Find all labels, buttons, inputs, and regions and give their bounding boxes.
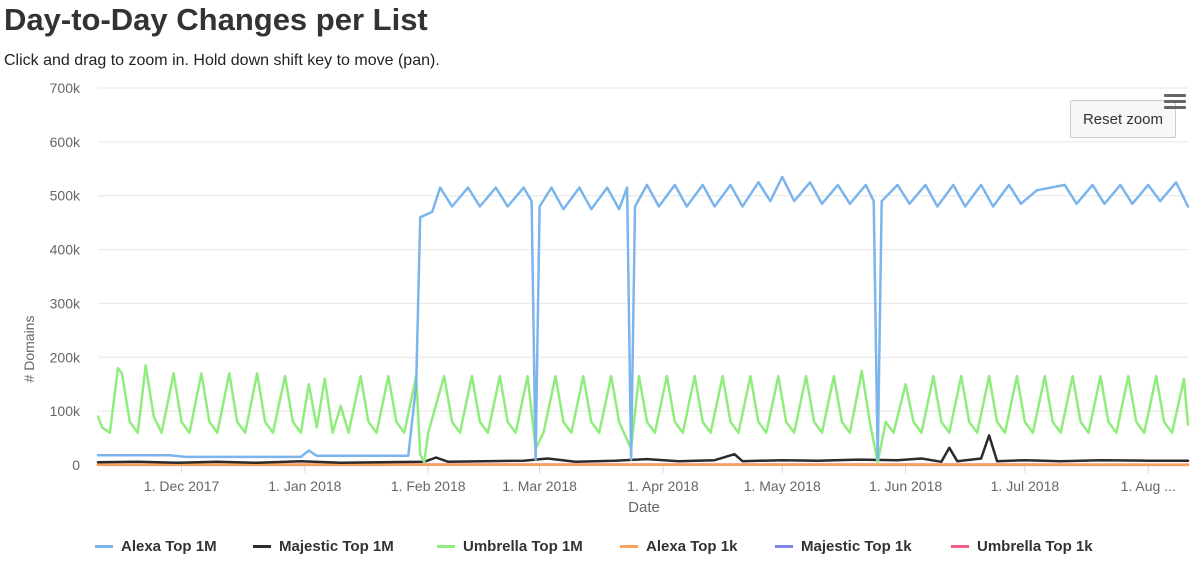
x-axis-label: Date: [628, 499, 660, 516]
x-tick-label: 1. Jul 2018: [991, 478, 1060, 494]
reset-zoom-button[interactable]: Reset zoom: [1070, 100, 1176, 138]
x-tick-label: 1. Feb 2018: [391, 478, 466, 494]
legend-item[interactable]: Umbrella Top 1k: [951, 538, 1093, 555]
hamburger-menu-icon[interactable]: [1164, 94, 1186, 112]
legend-label: Alexa Top 1M: [121, 538, 217, 555]
y-tick-label: 200k: [50, 349, 81, 365]
legend-item[interactable]: Umbrella Top 1M: [437, 538, 583, 555]
legend-swatch: [437, 545, 455, 548]
x-axis: 1. Dec 2017 1. Jan 2018 1. Feb 2018 1. Mar …: [98, 464, 1188, 494]
series-lines: [96, 175, 1190, 467]
y-axis-ticks: 0 100k 200k 300k 400k 500k 600k 700k: [50, 80, 81, 473]
series-line-alexa-top-1m[interactable]: [96, 175, 1190, 461]
legend-swatch: [620, 545, 638, 548]
series-line-majestic-top-1m[interactable]: [96, 434, 1190, 465]
y-tick-label: 400k: [50, 242, 81, 258]
line-chart[interactable]: 0 100k 200k 300k 400k 500k 600k 700k 1. Dec 201…: [0, 72, 1200, 522]
menu-bar: [1164, 106, 1186, 109]
x-tick-label: 1. Jun 2018: [869, 478, 942, 494]
x-tick-label: 1. Jan 2018: [268, 478, 341, 494]
legend-swatch: [95, 545, 113, 548]
x-tick-label: 1. Mar 2018: [502, 478, 577, 494]
legend-swatch: [253, 545, 271, 548]
y-tick-label: 100k: [50, 403, 81, 419]
y-tick-label: 700k: [50, 80, 81, 96]
x-tick-label: 1. Aug ...: [1121, 478, 1176, 494]
y-tick-label: 0: [72, 457, 80, 473]
page-title: Day-to-Day Changes per List: [4, 2, 428, 37]
legend-swatch: [951, 545, 969, 548]
x-tick-label: 1. Apr 2018: [627, 478, 699, 494]
x-tick-label: 1. May 2018: [744, 478, 821, 494]
grid-lines: [98, 87, 1188, 412]
legend-item[interactable]: Alexa Top 1M: [95, 538, 217, 555]
page-subtitle: Click and drag to zoom in. Hold down shi…: [4, 52, 440, 69]
menu-bar: [1164, 100, 1186, 103]
y-tick-label: 600k: [50, 134, 81, 150]
legend-label: Majestic Top 1M: [279, 538, 394, 555]
legend-label: Majestic Top 1k: [801, 538, 912, 555]
legend-label: Umbrella Top 1k: [977, 538, 1093, 555]
y-axis-label: # Domains: [21, 316, 37, 383]
menu-bar: [1164, 94, 1186, 97]
legend-label: Umbrella Top 1M: [463, 538, 583, 555]
legend-item[interactable]: Majestic Top 1M: [253, 538, 394, 555]
series-line-umbrella-top-1m[interactable]: [96, 364, 1190, 464]
legend-label: Alexa Top 1k: [646, 538, 738, 555]
y-tick-label: 500k: [50, 188, 81, 204]
legend-swatch: [775, 545, 793, 548]
legend: Alexa Top 1M Majestic Top 1M Umbrella Top …: [0, 538, 1200, 560]
legend-item[interactable]: Alexa Top 1k: [620, 538, 737, 555]
legend-item[interactable]: Majestic Top 1k: [775, 538, 912, 555]
x-tick-label: 1. Dec 2017: [144, 478, 220, 494]
y-tick-label: 300k: [50, 295, 81, 311]
